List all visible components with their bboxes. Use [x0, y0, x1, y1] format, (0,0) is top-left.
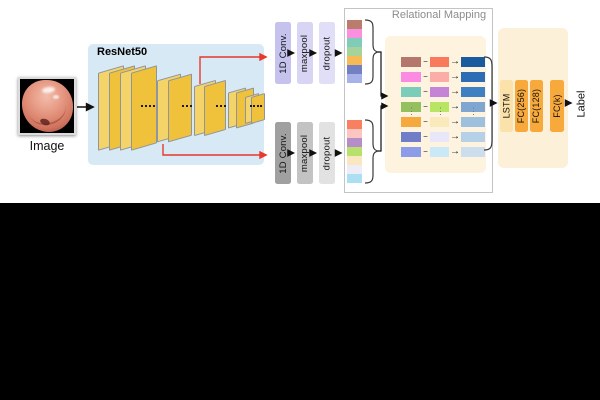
feature-cell [347, 74, 362, 83]
feature-a [401, 132, 421, 142]
feature-a [401, 57, 421, 67]
feature-a [401, 87, 421, 97]
fck-label: FC(k) [552, 94, 562, 118]
figure-canvas: Image ResNet50 1D Conv. maxpool dropout [0, 0, 600, 203]
minus-operator: − [423, 87, 428, 96]
minus-operator: − [423, 147, 428, 156]
ellipsis-dots [141, 105, 155, 107]
feature-b [430, 117, 449, 127]
fc128-block: FC(128) [530, 80, 543, 132]
feature-cell [347, 56, 362, 65]
conv1d-label: 1D Conv. [277, 32, 289, 74]
conv-sheet [168, 73, 192, 143]
feature-cell [347, 47, 362, 56]
output-label: Label [575, 90, 588, 118]
image-caption: Image [29, 139, 65, 153]
vertical-ellipsis: ⋮ [436, 106, 445, 116]
feature-cell [347, 147, 362, 156]
ellipsis-dots [216, 105, 230, 107]
feature-stack-bottom [347, 120, 362, 183]
relation-row: − → [401, 102, 485, 112]
feature-a [401, 117, 421, 127]
feature-a [401, 102, 421, 112]
relation-row: − → [401, 132, 485, 142]
feature-cell [347, 129, 362, 138]
minus-operator: − [423, 102, 428, 111]
relation-row: − → [401, 117, 485, 127]
ellipsis-dots [182, 105, 196, 107]
feature-cell [347, 29, 362, 38]
relation-row: − → [401, 87, 485, 97]
vertical-ellipsis: ⋮ [407, 106, 416, 116]
minus-operator: − [423, 57, 428, 66]
feature-cell [347, 138, 362, 147]
ellipsis-dots [250, 105, 262, 107]
arrow-icon: → [450, 86, 460, 97]
resnet-title: ResNet50 [97, 46, 148, 58]
feature-b [430, 57, 449, 67]
feature-cell [347, 20, 362, 29]
feature-cell [347, 156, 362, 165]
fc256-block: FC(256) [515, 80, 528, 132]
feature-a [401, 147, 421, 157]
minus-operator: − [423, 132, 428, 141]
minus-operator: − [423, 117, 428, 126]
relation-row: − → [401, 72, 485, 82]
relation-row: − → [401, 147, 485, 157]
feature-b [430, 132, 449, 142]
feature-a [401, 72, 421, 82]
maxpool-block-top: maxpool [297, 22, 313, 84]
conv1d-label: 1D Conv. [277, 132, 289, 174]
relation-result [461, 57, 485, 67]
relation-result [461, 87, 485, 97]
conv1d-block-bottom: 1D Conv. [275, 122, 291, 184]
feature-cell [347, 120, 362, 129]
arrow-icon: → [450, 131, 460, 142]
feature-b [430, 87, 449, 97]
maxpool-block-bottom: maxpool [297, 122, 313, 184]
feature-b [430, 72, 449, 82]
relation-result [461, 132, 485, 142]
fc128-label: FC(128) [531, 88, 542, 124]
relation-result [461, 117, 485, 127]
specular-highlight [53, 95, 59, 99]
feature-cell [347, 38, 362, 47]
dropout-label: dropout [321, 36, 333, 70]
maxpool-label: maxpool [299, 34, 311, 72]
dropout-block-bottom: dropout [319, 122, 335, 184]
minus-operator: − [423, 72, 428, 81]
feature-b [430, 147, 449, 157]
dropout-block-top: dropout [319, 22, 335, 84]
fc256-label: FC(256) [516, 88, 527, 124]
arrow-icon: → [450, 116, 460, 127]
relation-result [461, 72, 485, 82]
conv-sheet [251, 92, 265, 125]
relation-row: − → [401, 57, 485, 67]
conv-sheet [204, 79, 226, 137]
lstm-label: LSTM [501, 93, 512, 119]
feature-stack-top [347, 20, 362, 83]
conv-sheet [131, 65, 157, 151]
relation-result [461, 147, 485, 157]
lstm-block: LSTM [500, 80, 513, 132]
fck-block: FC(k) [550, 80, 564, 132]
conv1d-block-top: 1D Conv. [275, 22, 291, 84]
feature-cell [347, 174, 362, 183]
arrow-icon: → [450, 56, 460, 67]
feature-b [430, 102, 449, 112]
arrow-icon: → [450, 101, 460, 112]
dropout-label: dropout [321, 136, 333, 170]
letterbox-bottom [0, 203, 600, 400]
feature-cell [347, 165, 362, 174]
arrow-icon: → [450, 146, 460, 157]
endoscopy-image [18, 77, 76, 135]
vertical-ellipsis: ⋮ [469, 106, 478, 116]
arrow-icon: → [450, 71, 460, 82]
relation-result [461, 102, 485, 112]
maxpool-label: maxpool [299, 134, 311, 172]
feature-cell [347, 65, 362, 74]
relational-mapping-title: Relational Mapping [391, 9, 487, 21]
